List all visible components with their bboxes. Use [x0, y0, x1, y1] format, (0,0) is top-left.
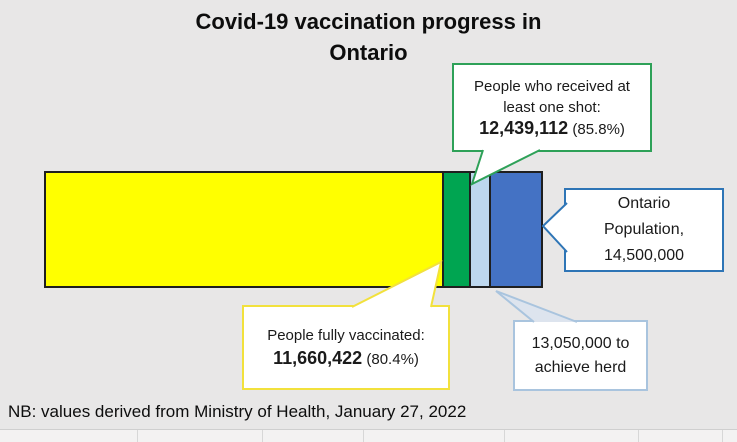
bar-segment-one-shot-additional[interactable] [444, 173, 471, 286]
chart-title: Covid-19 vaccination progress in Ontario [195, 9, 542, 65]
callout-one-shot[interactable]: People who received at least one shot: 1… [452, 63, 652, 152]
grid-line [504, 430, 505, 442]
grid-line [262, 430, 263, 442]
callout-fully-vaccinated-value-line: 11,660,422 (80.4%) [244, 347, 448, 371]
bar-segment-fully-vaccinated[interactable] [46, 173, 445, 286]
callout-herd[interactable]: 13,050,000 to achieve herd [513, 320, 648, 391]
callout-herd-line1: 13,050,000 to [531, 334, 630, 352]
callout-one-shot-line1: People who received at [474, 77, 630, 95]
callout-herd-line2: achieve herd [534, 358, 627, 376]
grid-line [722, 430, 723, 442]
callout-fully-vaccinated-percent: (80.4%) [366, 351, 419, 368]
grid-line [363, 430, 364, 442]
grid-line [137, 430, 138, 442]
source-note: NB: values derived from Ministry of Heal… [8, 402, 467, 421]
bar-segment-to-herd-threshold[interactable] [470, 173, 492, 286]
callout-one-shot-percent: (85.8%) [572, 120, 625, 138]
callout-one-shot-value-line: 12,439,112 (85.8%) [454, 118, 650, 140]
callout-population-line3: 14,500,000 [603, 247, 685, 264]
callout-population-line2: Population, [603, 221, 685, 238]
bar-segment-remaining-population[interactable] [491, 173, 541, 286]
callout-fully-vaccinated[interactable]: People fully vaccinated: 11,660,422 (80.… [242, 305, 450, 390]
grid-line [638, 430, 639, 442]
callout-population-line1: Ontario [617, 195, 671, 212]
spreadsheet-strip [0, 429, 737, 442]
stacked-bar[interactable] [44, 171, 543, 288]
callout-fully-vaccinated-line1: People fully vaccinated: [267, 327, 425, 344]
callout-one-shot-value: 12,439,112 [479, 117, 569, 138]
callout-herd-tail [495, 290, 578, 323]
callout-fully-vaccinated-value: 11,660,422 [273, 348, 363, 368]
callout-one-shot-line2: least one shot: [503, 98, 601, 116]
callout-population[interactable]: Ontario Population, 14,500,000 [564, 188, 724, 272]
